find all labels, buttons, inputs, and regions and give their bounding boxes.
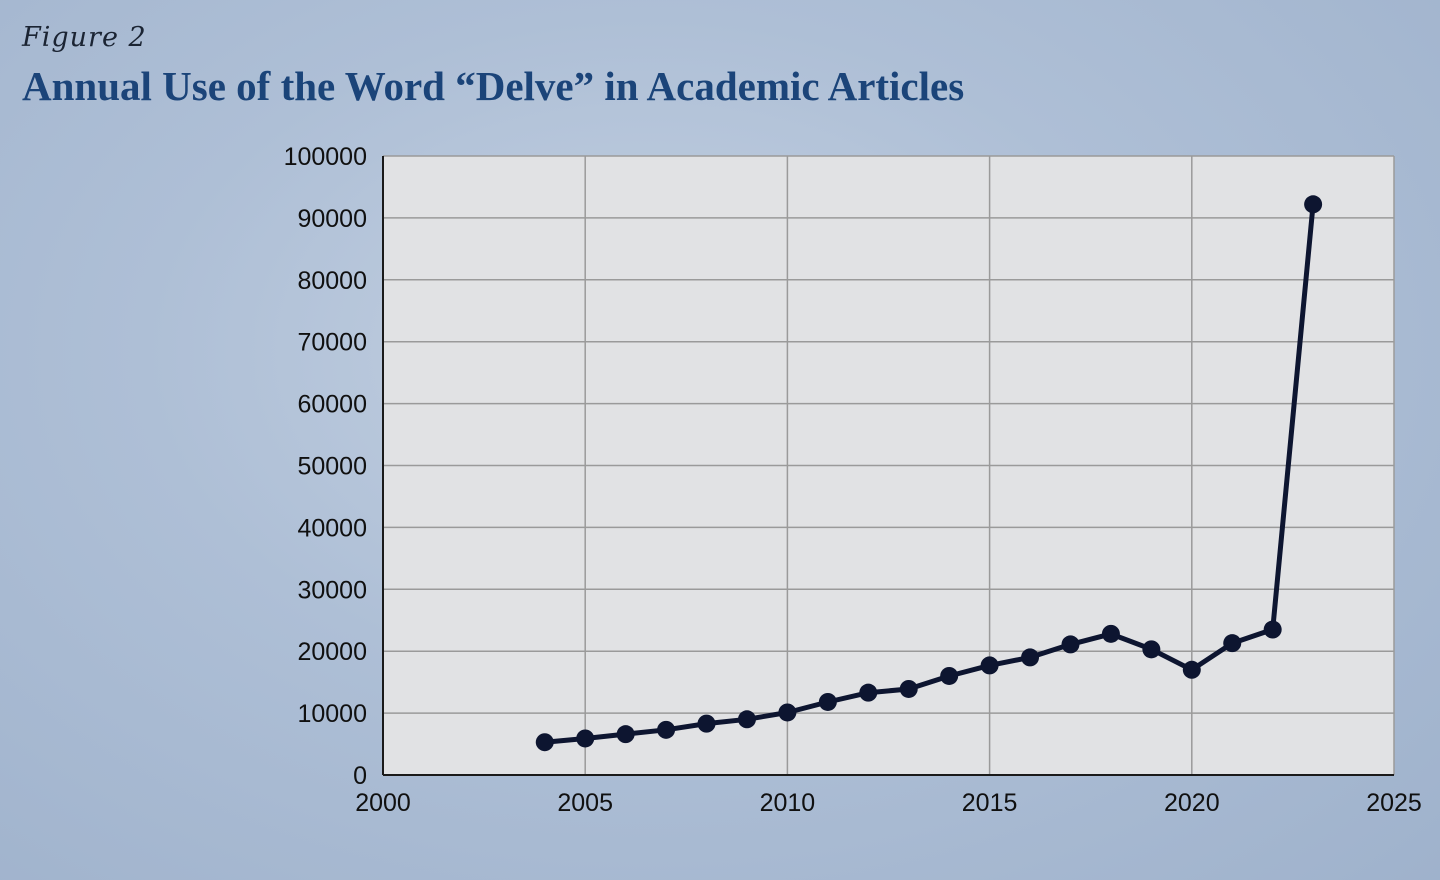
y-tick-label: 90000 xyxy=(297,205,367,233)
data-point xyxy=(1182,660,1201,679)
chart-title: Annual Use of the Word “Delve” in Academ… xyxy=(22,63,965,109)
figure-caption: Figure 2 xyxy=(22,22,147,53)
x-tick-label: 2005 xyxy=(557,789,613,817)
data-point xyxy=(697,714,716,733)
x-tick-label: 2010 xyxy=(760,789,816,817)
data-point xyxy=(899,679,918,698)
x-tick-label: 2015 xyxy=(962,789,1018,817)
data-point xyxy=(1263,620,1282,639)
x-tick-label: 2025 xyxy=(1366,789,1422,817)
data-point xyxy=(737,710,756,729)
data-point xyxy=(616,725,635,744)
y-tick-label: 60000 xyxy=(297,391,367,419)
data-point xyxy=(1021,648,1040,667)
data-point xyxy=(535,733,554,752)
data-point xyxy=(1142,640,1161,659)
data-point xyxy=(818,692,837,711)
data-point xyxy=(1101,624,1120,643)
data-point xyxy=(940,666,959,685)
data-point xyxy=(657,720,676,739)
y-tick-label: 70000 xyxy=(297,329,367,357)
data-point xyxy=(1304,195,1323,214)
y-tick-label: 20000 xyxy=(297,638,367,666)
data-point xyxy=(576,729,595,748)
y-tick-label: 30000 xyxy=(297,576,367,604)
data-point xyxy=(859,683,878,702)
y-tick-label: 80000 xyxy=(297,267,367,295)
y-tick-label: 40000 xyxy=(297,514,367,542)
data-point xyxy=(980,656,999,675)
y-tick-label: 50000 xyxy=(297,453,367,481)
y-tick-label: 0 xyxy=(353,762,367,790)
y-tick-label: 10000 xyxy=(297,700,367,728)
data-point xyxy=(1223,634,1242,653)
data-point xyxy=(1061,635,1080,654)
x-tick-label: 2020 xyxy=(1164,789,1220,817)
data-point xyxy=(778,703,797,722)
y-tick-label: 100000 xyxy=(284,143,367,171)
x-tick-label: 2000 xyxy=(355,789,411,817)
